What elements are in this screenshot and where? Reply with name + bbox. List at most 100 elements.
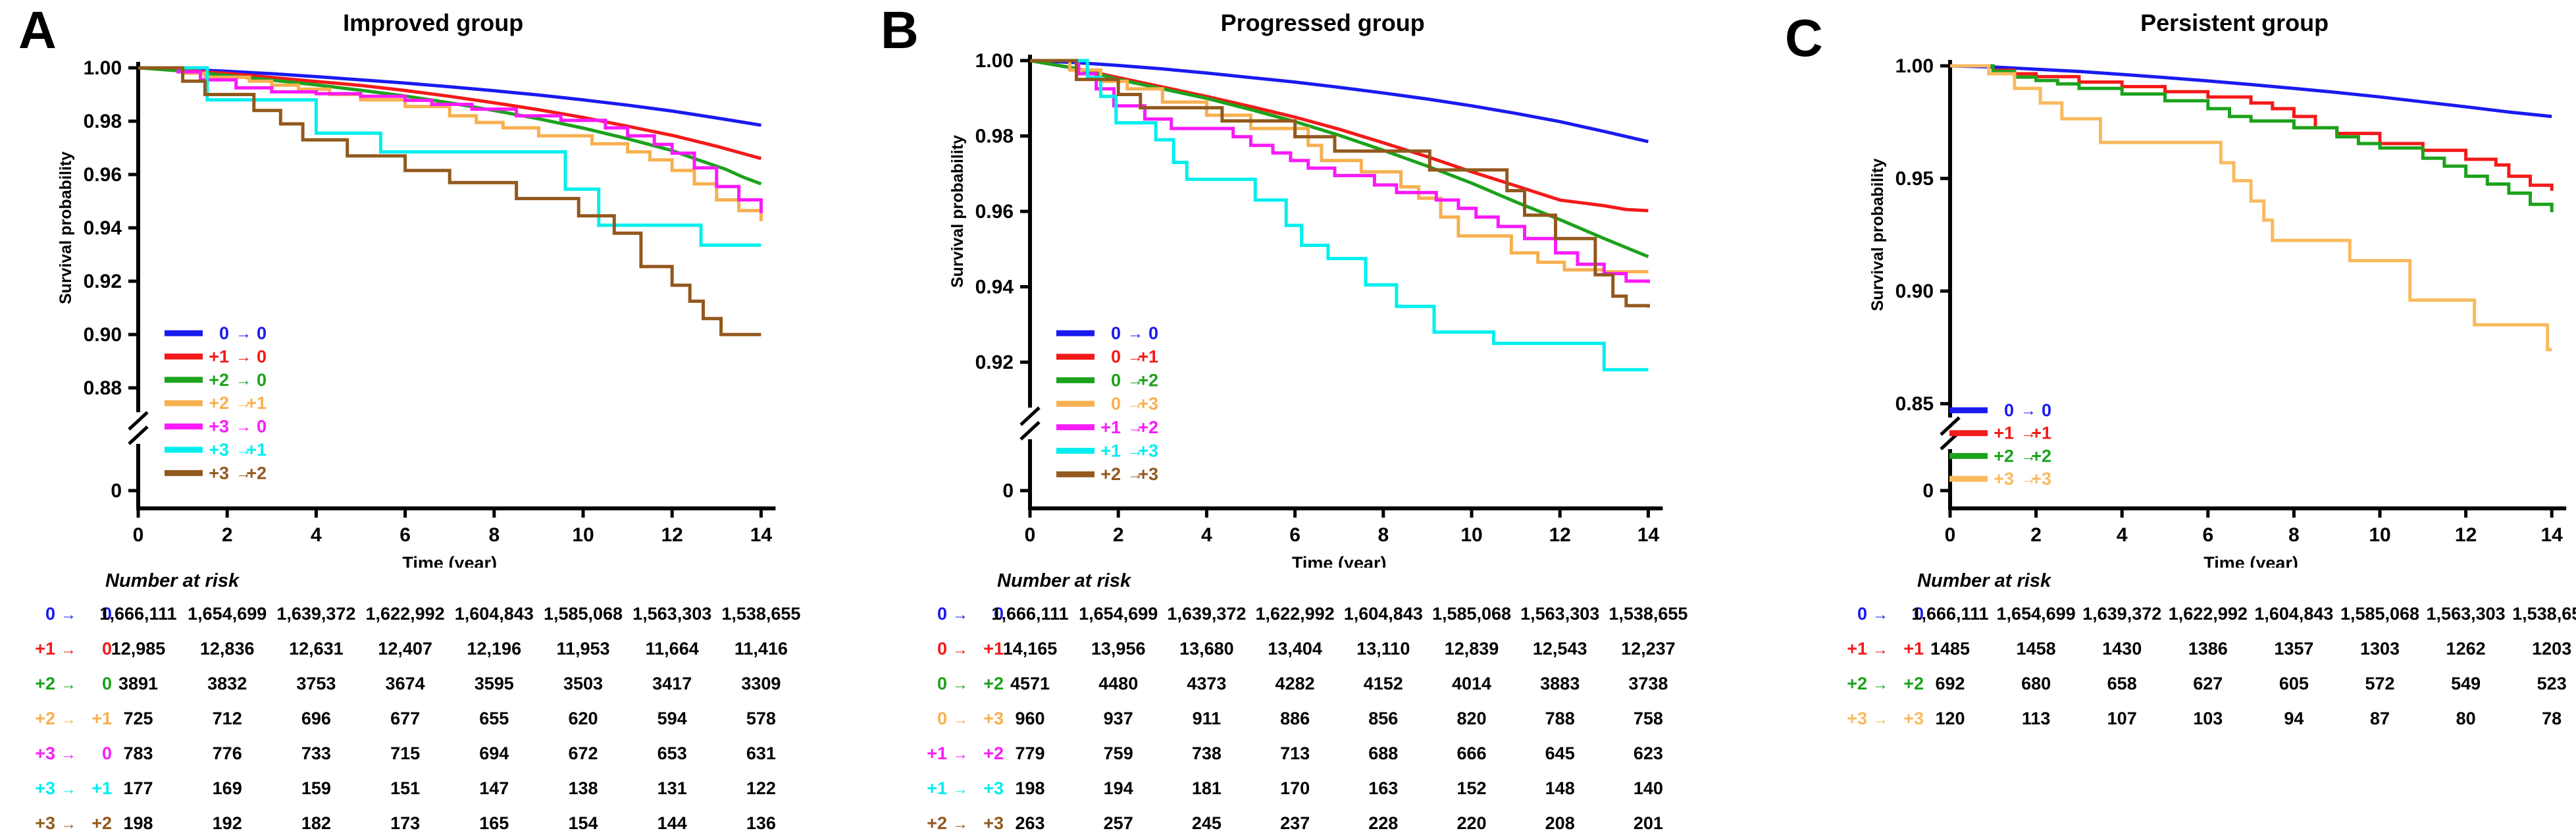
legend-arrow: → xyxy=(1127,395,1143,413)
series-line-0-to-0 xyxy=(138,66,761,127)
risk-cell: 620 xyxy=(568,709,598,728)
panel-letter: C xyxy=(1785,9,1823,67)
risk-cell: 1,654,699 xyxy=(1079,604,1158,624)
risk-cell: 173 xyxy=(390,813,421,833)
legend-label-to: 0 xyxy=(257,346,267,366)
x-tick-label: 0 xyxy=(1945,524,1956,546)
x-tick-label: 2 xyxy=(222,524,233,546)
risk-label-arrow: → xyxy=(952,815,968,833)
legend-label-to: +3 xyxy=(1138,464,1158,484)
legend-arrow: → xyxy=(236,418,251,436)
axis-break-slash xyxy=(128,425,149,445)
risk-cell: 12,237 xyxy=(1621,639,1676,659)
risk-cell: 147 xyxy=(479,778,509,798)
risk-cell: 12,985 xyxy=(111,639,166,659)
x-tick-label: 2 xyxy=(1113,524,1124,546)
y-tick-label-zero: 0 xyxy=(1002,480,1014,502)
x-tick-label: 10 xyxy=(2369,524,2390,546)
risk-label-from: +1 xyxy=(927,743,947,763)
risk-cell: 1303 xyxy=(2359,639,2400,659)
risk-cell: 1262 xyxy=(2446,639,2486,659)
series-line-+2-to-+3 xyxy=(1030,59,1650,308)
risk-cell: 165 xyxy=(479,813,509,833)
risk-cell: 131 xyxy=(657,778,687,798)
risk-cell: 163 xyxy=(1368,778,1399,798)
legend-arrow: → xyxy=(2021,470,2036,488)
y-tick-label: 0.88 xyxy=(84,377,122,399)
risk-label-from: 0 xyxy=(1857,604,1867,624)
risk-table-header: Number at risk xyxy=(1917,570,2051,591)
risk-cell: 672 xyxy=(568,743,598,763)
y-tick-label-zero: 0 xyxy=(1922,480,1934,502)
risk-label-from: 0 xyxy=(937,639,947,659)
risk-row-label: 0 → +1 xyxy=(882,639,1004,659)
risk-cell: 820 xyxy=(1456,709,1487,728)
risk-table-header: Number at risk xyxy=(997,570,1131,591)
x-tick-label: 4 xyxy=(2117,524,2128,546)
risk-cell: 3595 xyxy=(474,674,514,693)
series-line-+2-to-+1 xyxy=(138,66,763,221)
legend-label-from: +2 xyxy=(209,393,229,413)
y-tick-label: 1.00 xyxy=(84,57,122,79)
panel-b: B Progressed group 1.00 0.98 0.96 0.94 0.92 0 0 2… xyxy=(856,0,1711,837)
risk-cell: 1,563,303 xyxy=(1520,604,1600,624)
risk-label-from: +2 xyxy=(35,674,55,693)
legend: 0 → 00 →+10 →+20 →+3+1 →+2+1 →+3+2 →+3 xyxy=(1056,323,1158,484)
risk-cell: 120 xyxy=(1935,709,1965,728)
risk-cell: 783 xyxy=(123,743,153,763)
risk-cell: 594 xyxy=(657,709,687,728)
risk-cell: 1,604,843 xyxy=(454,604,534,624)
legend-label-to: +1 xyxy=(246,440,267,460)
risk-cell: 1,563,303 xyxy=(632,604,712,624)
y-tick-label: 0.95 xyxy=(1895,168,1934,190)
legend-arrow: → xyxy=(236,325,251,342)
risk-cell: 1,622,992 xyxy=(1255,604,1335,624)
risk-cell: 11,416 xyxy=(734,639,788,659)
risk-cell: 12,631 xyxy=(289,639,344,659)
risk-label-from: +3 xyxy=(35,778,55,798)
x-tick-label: 6 xyxy=(2202,524,2213,546)
risk-label-to: 0 xyxy=(101,604,112,624)
x-tick-label: 0 xyxy=(1025,524,1036,546)
y-axis-label: Survival probability xyxy=(57,151,75,304)
risk-cell: 759 xyxy=(1103,743,1133,763)
y-tick-label: 1.00 xyxy=(975,50,1014,72)
risk-row-label: 0 → +2 xyxy=(882,674,1004,694)
risk-cell: 4282 xyxy=(1275,674,1315,693)
risk-cell: 1458 xyxy=(2016,639,2056,659)
risk-cell: 78 xyxy=(2542,709,2562,728)
y-tick-label: 0.92 xyxy=(975,352,1014,373)
risk-cell: 856 xyxy=(1368,709,1399,728)
risk-cell: 688 xyxy=(1368,743,1399,763)
legend-label-from: +2 xyxy=(1100,464,1121,484)
x-tick-label: 6 xyxy=(1289,524,1301,546)
risk-label-arrow: → xyxy=(61,780,76,798)
risk-label-arrow: → xyxy=(952,606,968,624)
legend-label-from: 0 xyxy=(1111,370,1121,390)
risk-cell: 680 xyxy=(2021,674,2051,693)
risk-cell: 245 xyxy=(1191,813,1222,833)
risk-label-from: +3 xyxy=(35,743,55,763)
legend-label-from: +1 xyxy=(1100,418,1121,437)
risk-cell: 169 xyxy=(212,778,242,798)
risk-label-to: +1 xyxy=(1903,639,1924,659)
legend-label-to: +2 xyxy=(246,463,267,483)
risk-cell: 177 xyxy=(123,778,153,798)
risk-cell: 4014 xyxy=(1451,674,1492,693)
x-tick-label: 8 xyxy=(488,524,500,546)
risk-cell: 655 xyxy=(479,709,509,728)
risk-label-from: +2 xyxy=(1847,674,1867,693)
risk-label-to: +1 xyxy=(91,778,112,798)
risk-cell: 80 xyxy=(2456,709,2476,728)
y-tick-label: 0.96 xyxy=(84,164,122,186)
legend: 0 → 0+1 →+1+2 →+2+3 →+3 xyxy=(1949,400,2051,489)
legend-arrow: → xyxy=(236,394,251,412)
risk-label-to: +2 xyxy=(983,674,1004,693)
y-tick-label: 0.90 xyxy=(84,324,122,346)
y-axis-label: Survival probability xyxy=(1868,158,1887,311)
risk-label-arrow: → xyxy=(952,711,968,728)
risk-cell: 4152 xyxy=(1363,674,1403,693)
